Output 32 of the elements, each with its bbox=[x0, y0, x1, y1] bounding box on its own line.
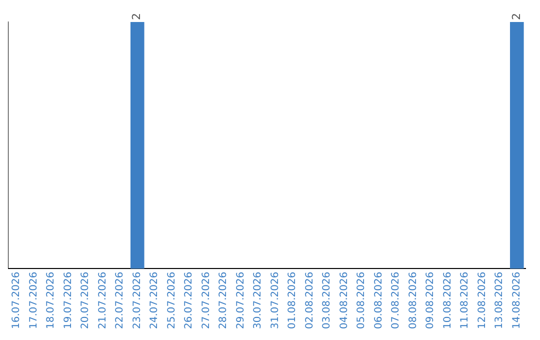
x-tick-label: 26.07.2026 bbox=[184, 272, 195, 330]
x-tick-label: 25.07.2026 bbox=[166, 272, 178, 330]
x-tick-label: 31.07.2026 bbox=[270, 272, 281, 330]
x-tick-label: 21.07.2026 bbox=[97, 272, 108, 330]
x-tick-label: 18.07.2026 bbox=[46, 272, 57, 330]
data-label: 2 bbox=[510, 13, 523, 20]
x-tick-label: 24.07.2026 bbox=[149, 272, 160, 330]
x-tick-label: 03.08.2026 bbox=[322, 272, 333, 330]
data-label: 2 bbox=[130, 13, 144, 20]
x-tick-label: 30.07.2026 bbox=[252, 272, 264, 330]
x-tick-label: 06.08.2026 bbox=[373, 272, 384, 330]
x-tick-label: 22.07.2026 bbox=[114, 272, 126, 330]
x-tick-label: 23.07.2026 bbox=[132, 272, 143, 330]
x-tick-label: 08.08.2026 bbox=[408, 272, 419, 330]
x-tick-label: 28.07.2026 bbox=[218, 272, 230, 330]
x-tick-label: 02.08.2026 bbox=[304, 272, 316, 330]
x-tick-label: 17.07.2026 bbox=[28, 272, 40, 330]
x-tick-label: 12.08.2026 bbox=[476, 272, 488, 330]
x-tick-label: 04.08.2026 bbox=[338, 272, 350, 330]
x-tick-label: 01.08.2026 bbox=[287, 272, 298, 330]
x-tick-label: 16.07.2026 bbox=[11, 272, 22, 330]
x-tick-label: 14.08.2026 bbox=[511, 272, 522, 330]
x-tick-label: 10.08.2026 bbox=[442, 272, 454, 330]
x-tick-label: 05.08.2026 bbox=[356, 272, 368, 330]
x-tick-label: 29.07.2026 bbox=[235, 272, 246, 330]
x-tick-label: 20.07.2026 bbox=[80, 272, 92, 330]
x-tick-label: 19.07.2026 bbox=[62, 272, 74, 330]
x-tick-label: 11.08.2026 bbox=[460, 272, 471, 330]
x-tick-label: 13.08.2026 bbox=[494, 272, 506, 330]
x-tick-label: 07.08.2026 bbox=[390, 272, 402, 330]
x-tick-label: 09.08.2026 bbox=[425, 272, 436, 330]
x-tick-label: 27.07.2026 bbox=[200, 272, 212, 330]
